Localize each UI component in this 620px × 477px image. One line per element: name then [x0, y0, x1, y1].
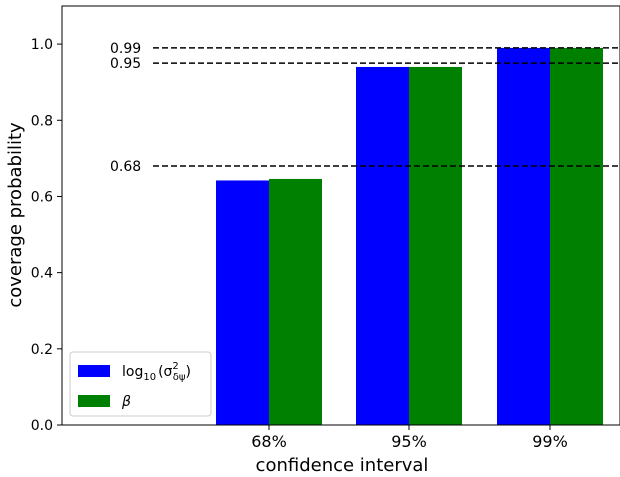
legend-label-close-paren: ): [186, 364, 191, 380]
legend-swatch-beta: [78, 395, 110, 407]
legend: log10 (σ2 δψ) β: [69, 351, 212, 417]
reference-label-0.68: 0.68: [110, 159, 141, 175]
legend-swatch-log10-sigma: [78, 365, 110, 377]
legend-label-sigma-exponent: 2: [172, 361, 178, 372]
plot-frame: [61, 5, 620, 426]
reference-labels-layer: 0.990.95 0.68: [110, 41, 141, 175]
reference-label-0.99: 0.99: [110, 41, 141, 57]
y-tick-label-0.2: 0.2: [31, 342, 53, 358]
y-tick-label-1.0: 1.0: [31, 37, 53, 53]
legend-label-beta: β: [121, 394, 131, 410]
bar-log10-sigma-95pct: [356, 66, 409, 425]
bar-beta-68pct: [269, 178, 322, 425]
bar-log10-sigma-68pct: [216, 180, 269, 425]
x-axis-title: confidence interval: [256, 455, 429, 476]
legend-label-log: log: [122, 364, 143, 380]
legend-label-log-base: 10: [143, 372, 156, 383]
y-tick-label-0.8: 0.8: [31, 113, 53, 129]
legend-label-sigma: (σ: [158, 364, 172, 380]
x-tick-label-95pct: 95%: [391, 432, 427, 451]
y-axis-title: coverage probability: [5, 122, 26, 308]
legend-label-log10-sigma: log10 (σ2 δψ): [122, 361, 191, 383]
bar-log10-sigma-99pct: [497, 47, 550, 426]
bars-layer: [216, 47, 603, 426]
x-tick-label-68pct: 68%: [251, 432, 287, 451]
y-tick-label-0.0: 0.0: [31, 418, 53, 434]
reference-lines-layer: [153, 47, 620, 167]
x-ticks-layer: 68% 95% 99%: [251, 425, 568, 451]
bar-beta-95pct: [409, 66, 462, 425]
y-ticks-layer: 0.0 0.2 0.4 0.6 0.8 1.0: [31, 37, 62, 434]
reference-label-0.95: 0.95: [110, 56, 141, 72]
legend-label-sigma-subscript: δψ: [173, 372, 186, 383]
bar-beta-99pct: [550, 47, 603, 426]
x-tick-label-99pct: 99%: [532, 432, 568, 451]
y-tick-label-0.6: 0.6: [31, 189, 53, 205]
y-tick-label-0.4: 0.4: [31, 266, 53, 282]
